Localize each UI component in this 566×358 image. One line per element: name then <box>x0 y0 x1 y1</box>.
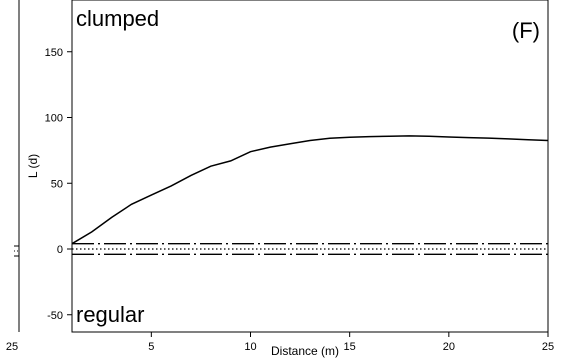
regular-annotation: regular <box>76 302 144 327</box>
x-axis-label: Distance (m) <box>271 344 339 358</box>
x-tick-label: 5 <box>148 341 154 353</box>
y-tick-label: 100 <box>45 113 63 125</box>
x-tick-label: 15 <box>344 341 356 353</box>
x-tick-label: 10 <box>244 341 256 353</box>
clumped-annotation: clumped <box>76 6 159 31</box>
panel-label: (F) <box>512 18 540 43</box>
x-tick-label: 20 <box>443 341 455 353</box>
x-ticks: 5 10 15 20 25 <box>148 332 554 353</box>
l-function-line <box>71 135 549 245</box>
left-panel-tick-label: 25 <box>6 341 18 353</box>
x-tick-label: 25 <box>542 341 554 353</box>
y-tick-label: 150 <box>45 47 63 59</box>
y-tick-label: -50 <box>47 310 63 322</box>
y-axis-label: L (d) <box>26 154 40 178</box>
plot-frame <box>71 0 549 333</box>
y-ticks: -50 0 50 100 150 <box>45 47 72 322</box>
series-layer <box>71 135 549 255</box>
y-tick-label: 50 <box>51 178 63 190</box>
y-tick-label: 0 <box>57 244 63 256</box>
